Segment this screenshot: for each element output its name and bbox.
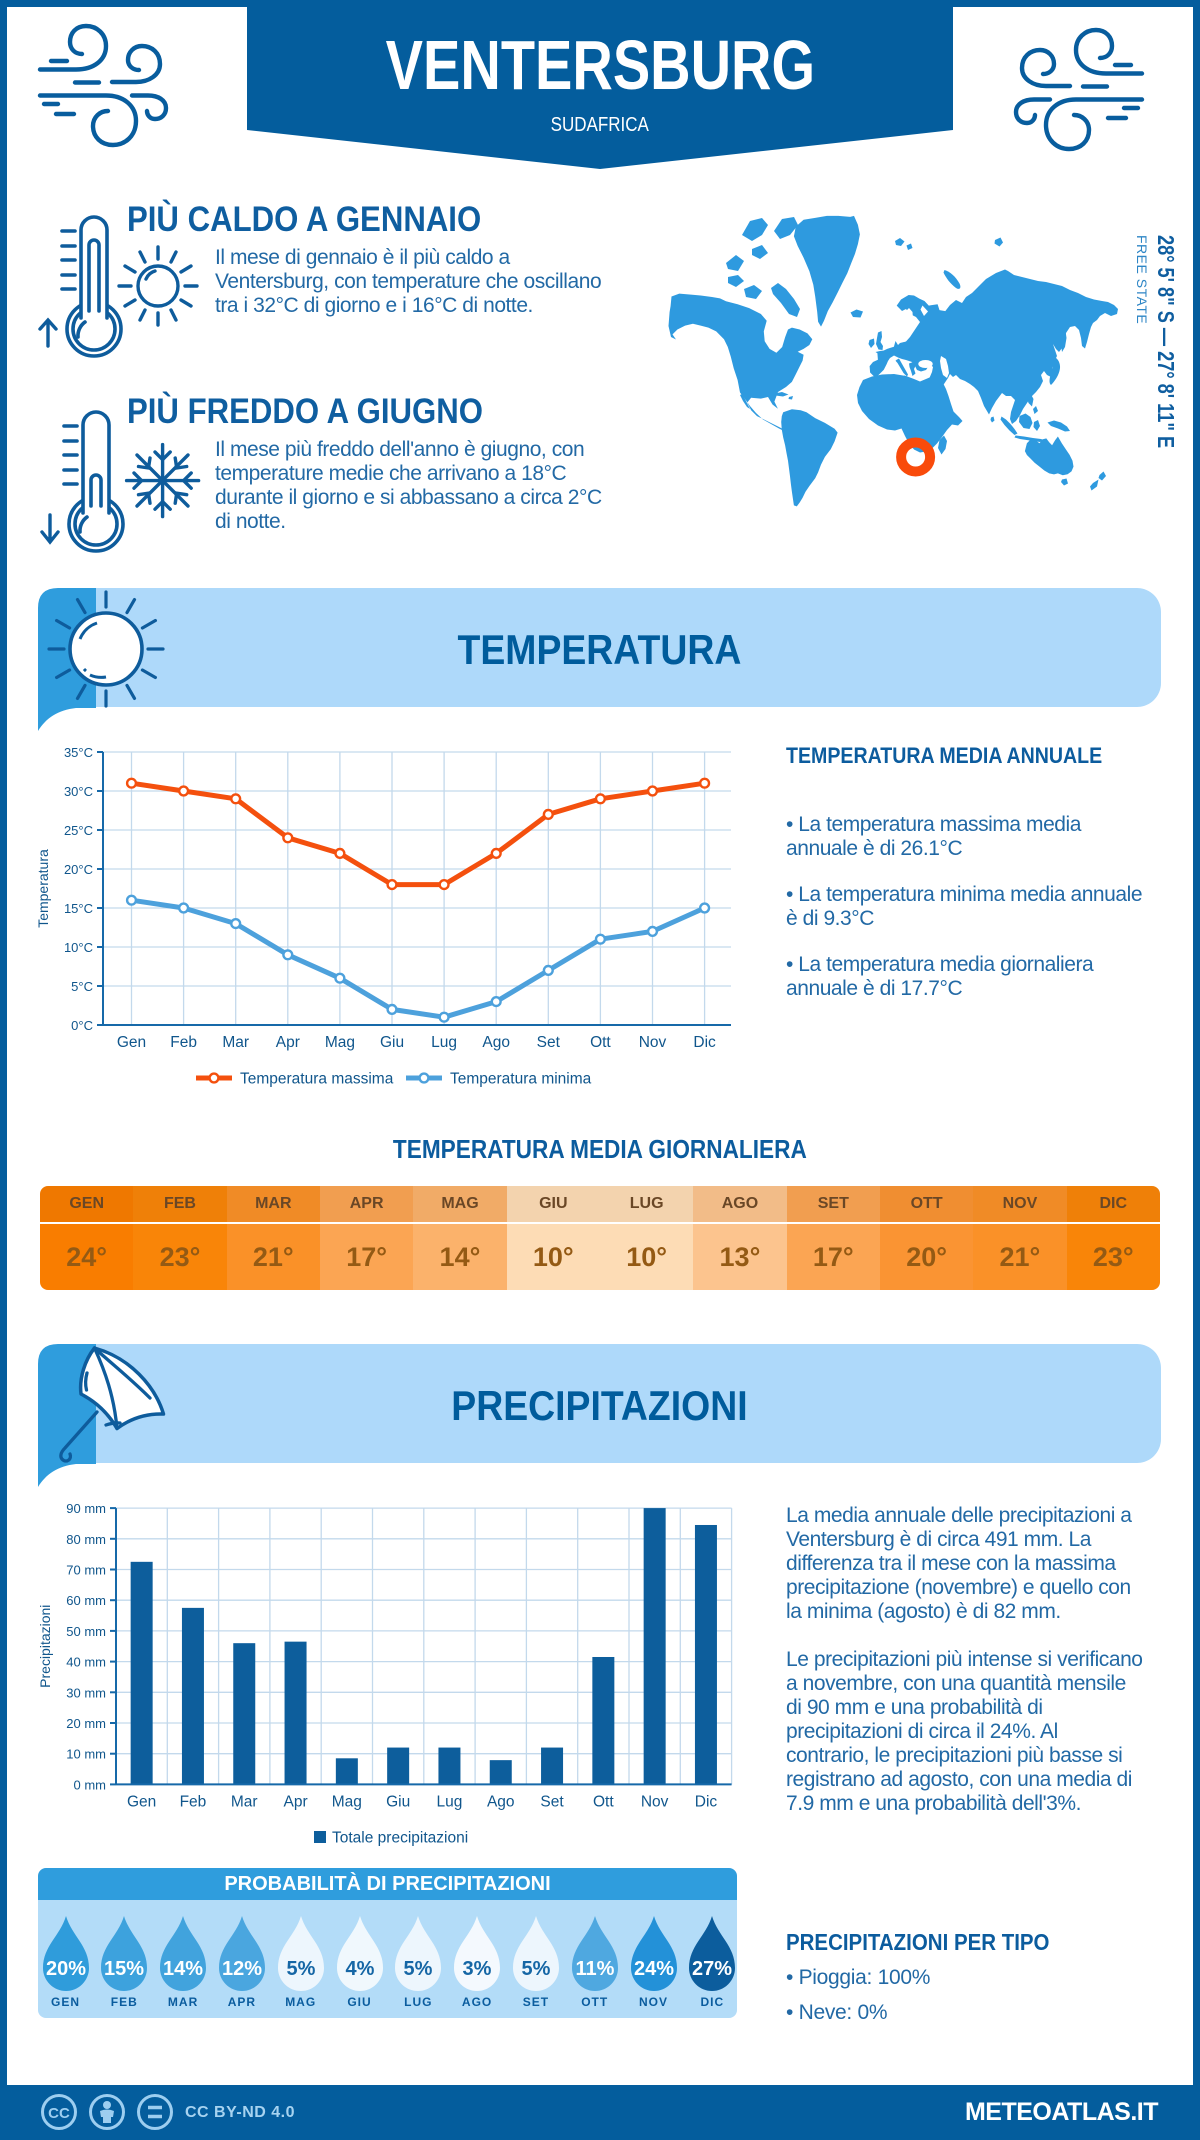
svg-text:CC: CC	[48, 2105, 70, 2122]
svg-text:Set: Set	[540, 1793, 564, 1810]
svg-text:30°C: 30°C	[64, 784, 93, 799]
svg-text:Giu: Giu	[386, 1793, 410, 1810]
svg-text:4%: 4%	[345, 1958, 374, 1980]
svg-text:Temperatura: Temperatura	[35, 849, 51, 928]
svg-text:Nov: Nov	[639, 1034, 667, 1051]
svg-text:11%: 11%	[575, 1958, 614, 1980]
svg-text:Apr: Apr	[283, 1793, 307, 1810]
svg-text:5°C: 5°C	[71, 979, 93, 994]
svg-text:Mar: Mar	[231, 1793, 258, 1810]
svg-text:Nov: Nov	[641, 1793, 669, 1810]
svg-text:Mar: Mar	[222, 1034, 249, 1051]
svg-text:Ott: Ott	[593, 1793, 614, 1810]
svg-text:Dic: Dic	[695, 1793, 718, 1810]
svg-text:60 mm: 60 mm	[66, 1593, 106, 1608]
svg-text:Gen: Gen	[127, 1793, 156, 1810]
svg-text:0 mm: 0 mm	[74, 1777, 107, 1792]
svg-text:5%: 5%	[521, 1958, 550, 1980]
svg-text:14%: 14%	[163, 1958, 203, 1980]
svg-text:Mag: Mag	[325, 1034, 355, 1051]
svg-text:27%: 27%	[692, 1958, 732, 1980]
svg-text:Lug: Lug	[431, 1034, 457, 1051]
svg-text:5%: 5%	[404, 1958, 433, 1980]
svg-text:12%: 12%	[222, 1958, 262, 1980]
svg-text:20 mm: 20 mm	[66, 1716, 106, 1731]
svg-text:Ago: Ago	[482, 1034, 510, 1051]
svg-text:Feb: Feb	[180, 1793, 207, 1810]
svg-text:Gen: Gen	[117, 1034, 146, 1051]
svg-text:Giu: Giu	[380, 1034, 404, 1051]
svg-text:80 mm: 80 mm	[66, 1532, 106, 1547]
svg-text:15°C: 15°C	[64, 901, 93, 916]
svg-text:35°C: 35°C	[64, 745, 93, 760]
svg-text:25°C: 25°C	[64, 823, 93, 838]
svg-text:5%: 5%	[286, 1958, 315, 1980]
svg-text:0°C: 0°C	[71, 1018, 93, 1033]
svg-text:Apr: Apr	[276, 1034, 300, 1051]
svg-text:20°C: 20°C	[64, 862, 93, 877]
svg-text:30 mm: 30 mm	[66, 1685, 106, 1700]
svg-text:3%: 3%	[463, 1958, 492, 1980]
svg-text:15%: 15%	[104, 1958, 144, 1980]
svg-text:Feb: Feb	[170, 1034, 197, 1051]
svg-text:Dic: Dic	[693, 1034, 716, 1051]
svg-text:50 mm: 50 mm	[66, 1624, 106, 1639]
svg-text:40 mm: 40 mm	[66, 1655, 106, 1670]
svg-text:Precipitazioni: Precipitazioni	[37, 1605, 53, 1688]
svg-text:70 mm: 70 mm	[66, 1563, 106, 1578]
svg-text:Temperatura minima: Temperatura minima	[450, 1071, 592, 1088]
svg-text:24%: 24%	[633, 1958, 673, 1980]
svg-text:20%: 20%	[45, 1958, 85, 1980]
svg-text:Lug: Lug	[437, 1793, 463, 1810]
svg-text:90 mm: 90 mm	[66, 1501, 106, 1516]
svg-text:10°C: 10°C	[64, 940, 93, 955]
svg-text:Set: Set	[537, 1034, 561, 1051]
svg-text:Totale precipitazioni: Totale precipitazioni	[332, 1830, 468, 1847]
svg-text:Ago: Ago	[487, 1793, 515, 1810]
svg-text:Temperatura massima: Temperatura massima	[240, 1071, 394, 1088]
svg-text:Ott: Ott	[590, 1034, 611, 1051]
svg-text:10 mm: 10 mm	[66, 1747, 106, 1762]
svg-text:Mag: Mag	[332, 1793, 362, 1810]
